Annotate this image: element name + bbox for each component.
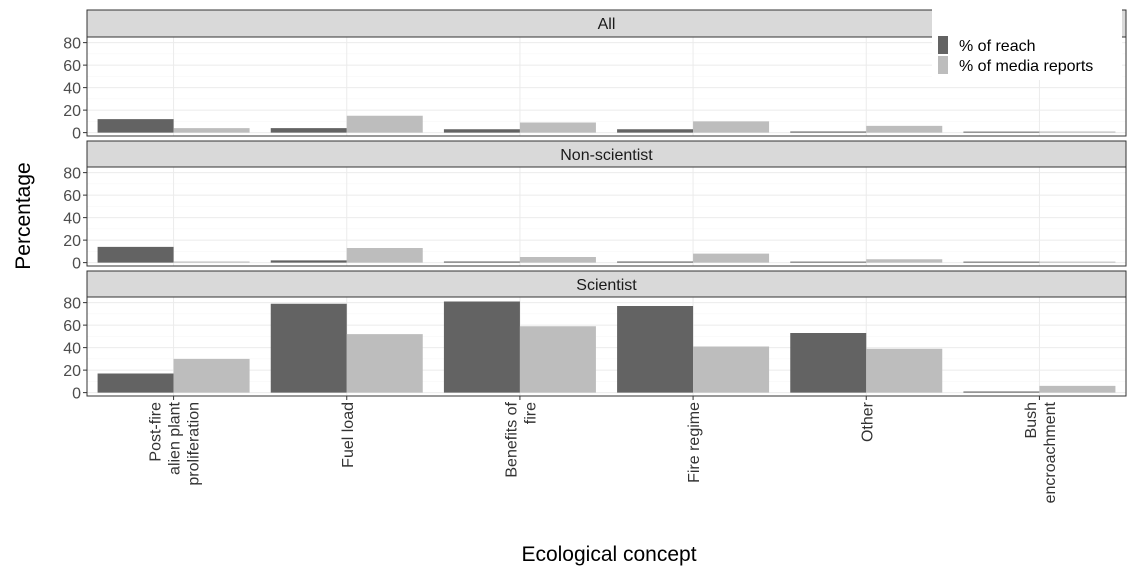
bar-reach	[963, 131, 1040, 133]
facet-strip	[86, 270, 1127, 299]
panel-background	[87, 297, 1126, 396]
y-tick-label: 20	[63, 363, 81, 380]
bar-reach	[443, 261, 520, 263]
bar-reach	[97, 246, 174, 263]
y-tick-label: 60	[63, 318, 81, 335]
bar-media-reports	[346, 334, 423, 393]
x-axis-title: Ecological concept	[521, 543, 696, 566]
bar-media-reports	[173, 358, 250, 393]
y-tick-label: 40	[63, 211, 81, 228]
bar-media-reports	[173, 261, 250, 263]
legend-key	[938, 56, 948, 74]
facet-strip-label: All	[598, 16, 616, 33]
bar-media-reports	[866, 348, 943, 393]
x-tick-label: Post-fire	[148, 402, 165, 462]
bar-media-reports	[866, 259, 943, 263]
bar-reach	[790, 333, 867, 393]
y-tick-label: 80	[63, 296, 81, 313]
facet-panels: All020406080Non-scientist020406080Scient…	[63, 9, 1127, 403]
panel-background	[87, 167, 1126, 266]
bar-reach	[963, 261, 1040, 263]
x-tick-label: Other	[859, 401, 876, 442]
bar-reach	[617, 129, 694, 133]
y-tick-label: 0	[72, 256, 81, 273]
facet-strip	[86, 140, 1127, 169]
bar-media-reports	[519, 122, 596, 133]
bar-reach	[790, 261, 867, 263]
bar-reach	[97, 373, 174, 393]
x-tick-label: Fire regime	[686, 402, 703, 483]
x-tick-label: Benefits of	[503, 401, 520, 477]
x-tick-label: encroachment	[1042, 401, 1059, 503]
bar-reach	[790, 131, 867, 133]
y-tick-label: 40	[63, 81, 81, 98]
bar-media-reports	[1039, 261, 1116, 263]
legend-background	[932, 8, 1122, 80]
legend-key	[938, 36, 948, 54]
y-tick-label: 40	[63, 341, 81, 358]
legend: % of reach % of media reports	[932, 8, 1122, 80]
bar-reach	[97, 119, 174, 133]
bar-media-reports	[346, 115, 423, 133]
bar-media-reports	[1039, 131, 1116, 133]
bar-media-reports	[866, 125, 943, 133]
bar-reach	[617, 261, 694, 263]
y-tick-label: 0	[72, 386, 81, 403]
y-tick-label: 0	[72, 126, 81, 143]
y-tick-label: 20	[63, 233, 81, 250]
y-tick-label: 60	[63, 188, 81, 205]
bar-reach	[443, 129, 520, 133]
bar-media-reports	[1039, 385, 1116, 393]
x-tick-label: Bush	[1023, 402, 1040, 438]
x-tick-label: Fuel load	[340, 402, 357, 468]
facet-scientist: Scientist 0 20 40 60 80	[63, 270, 1127, 403]
y-tick-label: 20	[63, 103, 81, 120]
bar-media-reports	[519, 257, 596, 263]
facet-all: All 0 20 40 60 80	[63, 9, 1127, 143]
y-axis-title: Percentage	[12, 162, 35, 269]
bar-media-reports	[693, 346, 770, 393]
panel-border	[86, 36, 1127, 137]
x-axis: Post-fire alien plant proliferation Fuel lo…	[148, 396, 1059, 503]
y-tick-label: 80	[63, 36, 81, 53]
y-tick-label: 80	[63, 166, 81, 183]
facet-non-scientist: Non-scientist 0 20 40 60 80	[63, 140, 1127, 273]
x-tick-label: proliferation	[186, 402, 203, 486]
bar-reach	[270, 260, 347, 263]
bar-reach	[270, 303, 347, 393]
panel-border	[86, 296, 1127, 397]
bar-reach	[443, 301, 520, 393]
bar-media-reports	[173, 128, 250, 133]
bar-reach	[963, 391, 1040, 393]
facet-strip-label: Non-scientist	[560, 147, 653, 164]
y-tick-label: 60	[63, 58, 81, 75]
legend-label: % of media reports	[959, 58, 1093, 75]
bar-reach	[270, 128, 347, 133]
legend-label: % of reach	[959, 38, 1035, 55]
panel-border	[86, 166, 1127, 267]
facet-strip-label: Scientist	[576, 277, 637, 294]
bar-media-reports	[693, 253, 770, 263]
bar-media-reports	[693, 121, 770, 133]
bar-media-reports	[346, 248, 423, 263]
x-tick-label: alien plant	[167, 401, 184, 475]
x-tick-label: fire	[522, 402, 539, 424]
bar-media-reports	[519, 326, 596, 393]
bar-reach	[617, 306, 694, 393]
